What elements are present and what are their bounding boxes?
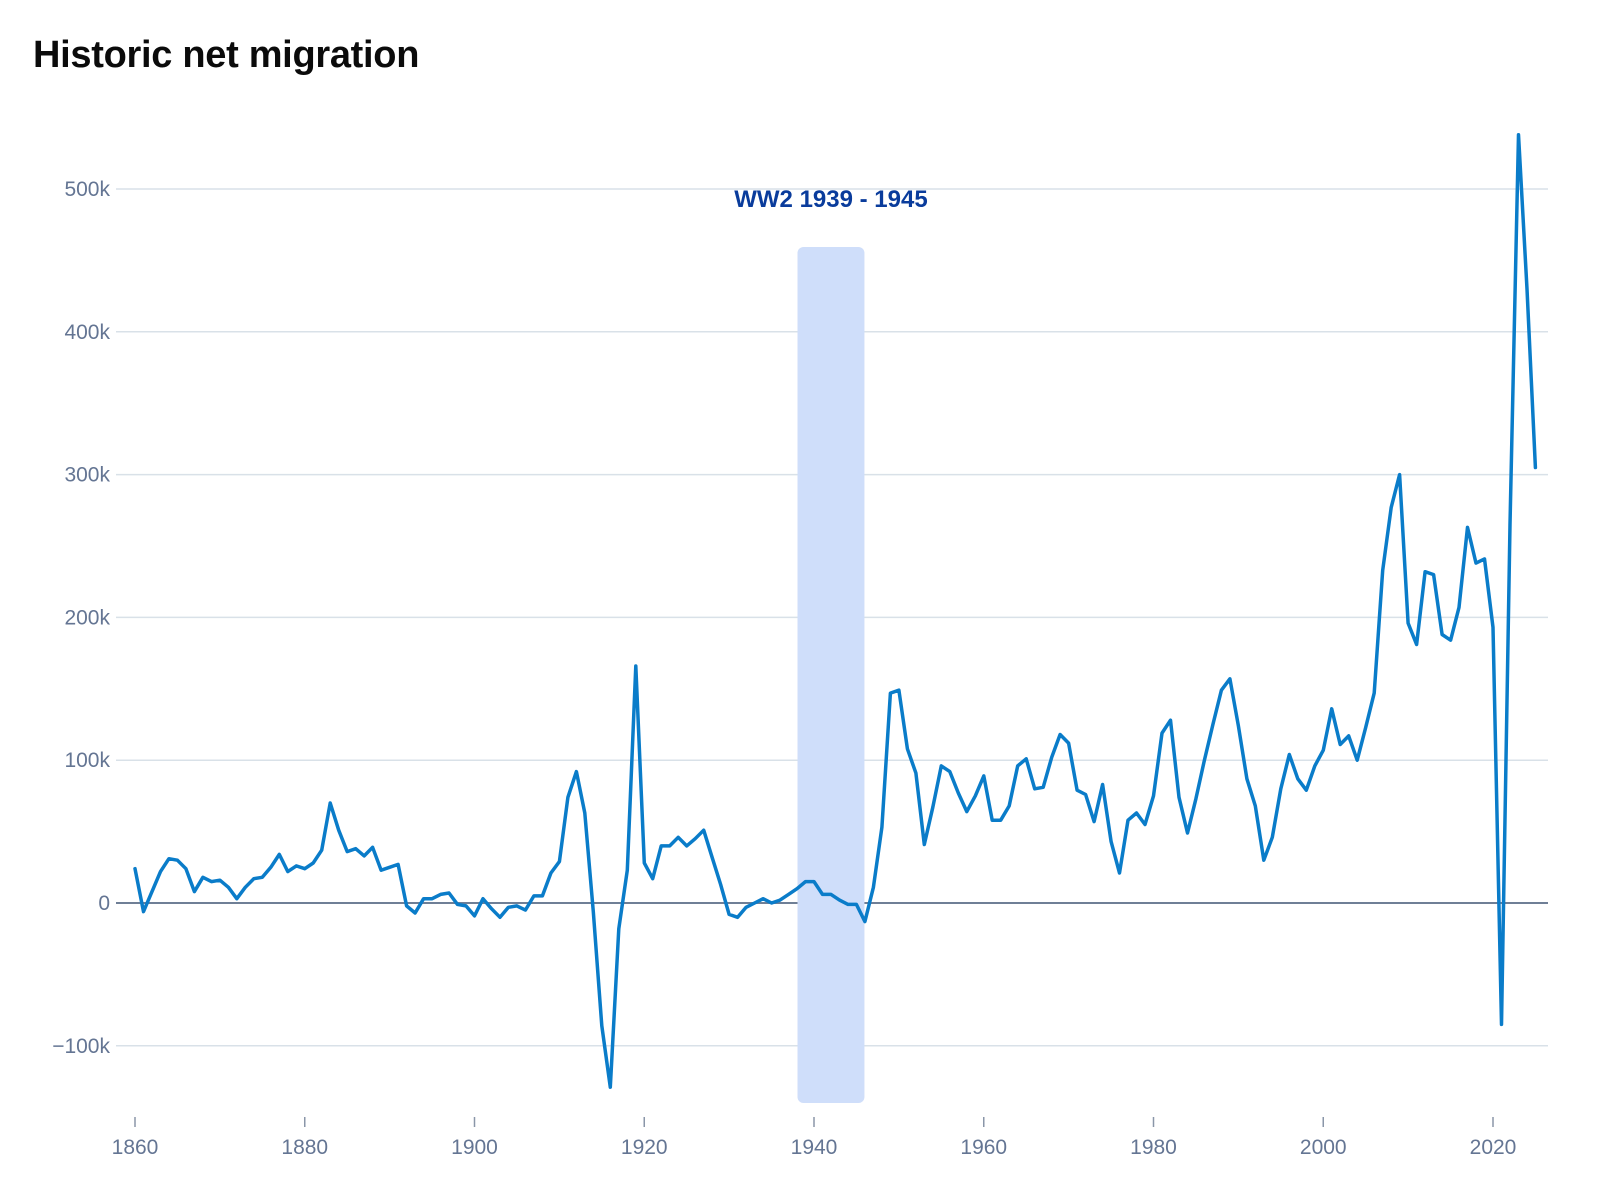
x-tick-label: 1860 [112,1136,159,1159]
x-tick-label: 1980 [1130,1136,1177,1159]
y-tick-label: 300k [64,464,110,487]
chart-title: Historic net migration [33,34,420,76]
x-tick-label: 2020 [1470,1136,1517,1159]
y-tick-label: 200k [64,606,110,629]
x-tick-label: 1960 [960,1136,1007,1159]
series-layer [133,132,1538,1089]
x-tick-label: 2000 [1300,1136,1347,1159]
y-tick-label: 400k [64,321,110,344]
x-tick-label: 1940 [791,1136,838,1159]
annotation-band-layer: WW2 1939 - 1945 [734,186,928,1103]
x-tick-label: 1900 [451,1136,498,1159]
net-migration-line [133,132,1538,1089]
ww2-band [797,247,865,1103]
x-tick-label: 1880 [281,1136,328,1159]
y-tick-label: −100k [52,1035,110,1058]
y-tick-label: 500k [64,178,110,201]
x-tick-label: 1920 [621,1136,668,1159]
ww2-band-label: WW2 1939 - 1945 [734,186,927,213]
y-tick-label: 100k [64,749,110,772]
axis-layer: −100k 0 100k 200k 300k 400k 500k 1860 1880 1900 19… [52,178,1516,1159]
y-tick-label: 0 [98,892,110,915]
